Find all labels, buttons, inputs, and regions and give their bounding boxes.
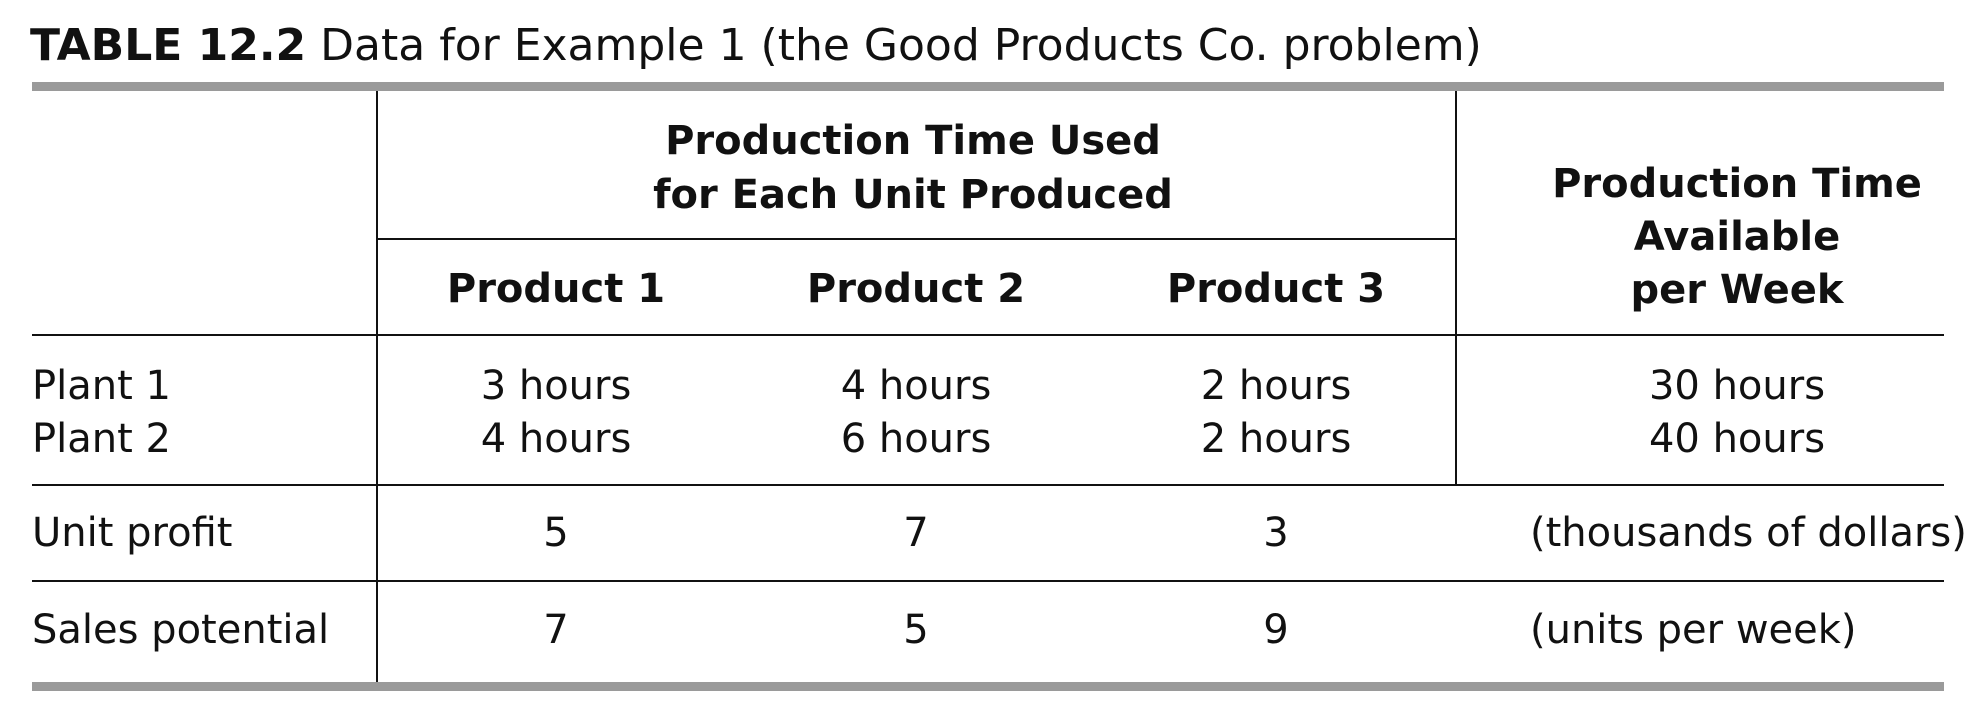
group-header-line-1: Production Time Used [665,118,1161,164]
cell-plant-2-available: 40 hours [1648,416,1826,462]
cell-sales-potential-note: (units per week) [1530,607,1857,653]
column-header-product-1: Product 1 [446,266,666,312]
cell-sales-potential-product-1: 7 [543,607,569,653]
stub-column-divider [376,91,378,682]
top-rule [32,82,1944,91]
cell-sales-potential-product-3: 9 [1263,607,1289,653]
available-header-line-2: Available [1633,214,1841,260]
row-label-sales-potential: Sales potential [32,607,330,653]
available-column-divider [1455,91,1457,484]
cell-plant-1-available: 30 hours [1648,363,1826,409]
table-title: Data for Example 1 (the Good Products Co… [320,20,1482,71]
cell-plant-1-product-1: 3 hours [480,363,632,409]
column-header-product-3: Product 3 [1166,266,1386,312]
plant-rows-bottom-line [32,484,1944,486]
cell-unit-profit-product-3: 3 [1263,510,1289,556]
cell-sales-potential-product-2: 5 [903,607,929,653]
cell-unit-profit-note: (thousands of dollars) [1530,510,1967,556]
cell-unit-profit-product-2: 7 [903,510,929,556]
group-header-underline [378,238,1456,240]
group-header-line-2: for Each Unit Produced [653,172,1173,218]
column-header-product-2: Product 2 [806,266,1026,312]
table-number: TABLE 12.2 [30,20,307,71]
cell-plant-2-product-2: 6 hours [840,416,992,462]
available-header-line-3: per Week [1630,267,1844,313]
row-label-plant-1: Plant 1 [32,363,171,409]
cell-plant-1-product-2: 4 hours [840,363,992,409]
table-caption: TABLE 12.2 Data for Example 1 (the Good P… [30,18,1482,74]
cell-plant-2-product-1: 4 hours [480,416,632,462]
cell-plant-2-product-3: 2 hours [1200,416,1352,462]
unit-profit-bottom-line [32,580,1944,582]
row-label-plant-2: Plant 2 [32,416,171,462]
cell-plant-1-product-3: 2 hours [1200,363,1352,409]
bottom-rule [32,682,1944,691]
cell-unit-profit-product-1: 5 [543,510,569,556]
available-header-line-1: Production Time [1552,161,1922,207]
header-bottom-line [32,334,1944,336]
row-label-unit-profit: Unit profit [32,510,233,556]
